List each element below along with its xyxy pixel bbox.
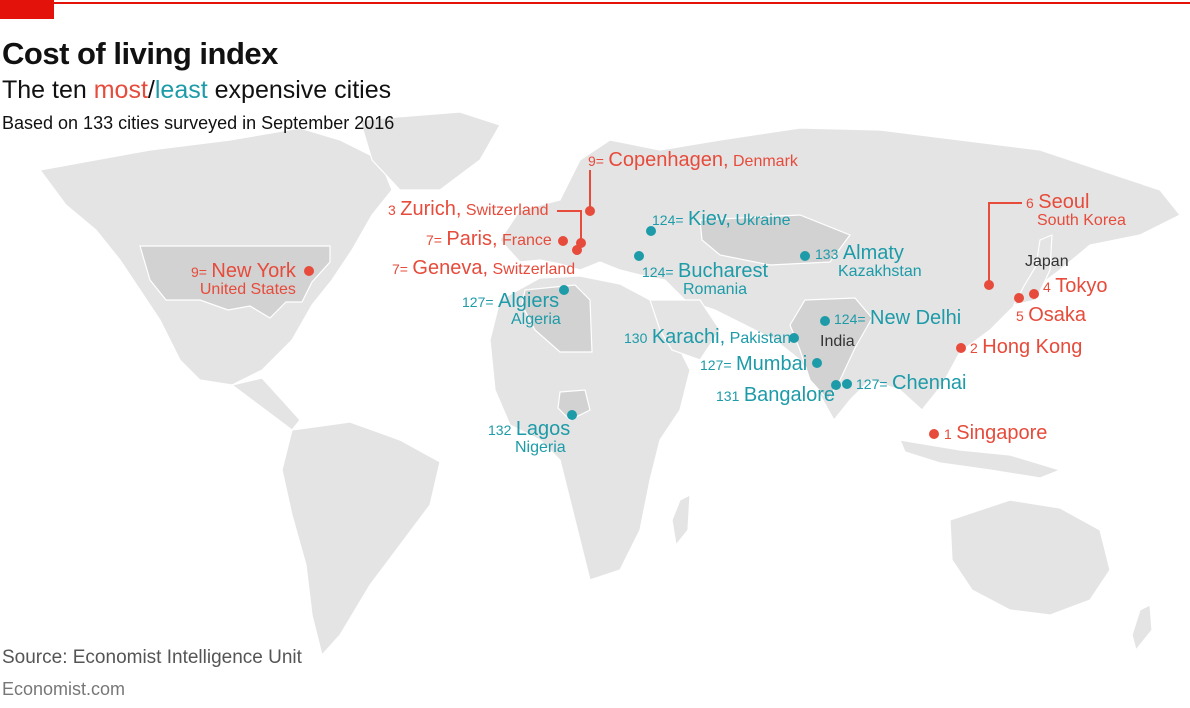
hongkong-label: 2 Hong Kong [970, 336, 1083, 358]
eurasia-landmass [499, 127, 1181, 422]
copenhagen-marker [585, 206, 595, 216]
osaka-marker [1014, 293, 1024, 303]
kazakhstan-highlight [699, 214, 851, 266]
copenhagen-leader-vertical [589, 170, 591, 211]
paris-marker [558, 236, 568, 246]
australia-landmass [949, 499, 1111, 616]
algiers-marker [559, 285, 569, 295]
chennai-label: 127= Chennai [856, 372, 967, 394]
almaty-label: 133 Almaty Kazakhstan [815, 242, 922, 280]
newdelhi-marker [820, 316, 830, 326]
osaka-label: 5 Osaka [1016, 304, 1087, 326]
hongkong-marker [956, 343, 966, 353]
geneva-label: 7= Geneva, Switzerland [392, 257, 576, 279]
bangalore-marker [831, 380, 841, 390]
bucharest-label: 124= Bucharest Romania [642, 260, 769, 298]
chart-subtitle: The ten most/least expensive cities [2, 76, 391, 105]
subtitle-prefix: The ten [2, 76, 94, 104]
africa-landmass [489, 275, 691, 581]
usa-highlight [139, 245, 331, 319]
singapore-marker [929, 429, 939, 439]
source-note: Source: Economist Intelligence Unit [2, 647, 302, 668]
nigeria-highlight [557, 389, 591, 421]
subtitle-least: least [154, 76, 208, 104]
mumbai-marker [812, 358, 822, 368]
subtitle-suffix: expensive cities [207, 76, 392, 104]
seoul-marker [984, 280, 994, 290]
karachi-marker [789, 333, 799, 343]
algiers-label: 127= Algiers Algeria [462, 290, 561, 328]
singapore-label: 1 Singapore [944, 422, 1048, 444]
top-rule [0, 2, 1190, 4]
bucharest-marker [634, 251, 644, 261]
zurich-leader-horizontal [557, 210, 581, 212]
chart-title: Cost of living index [2, 36, 278, 71]
bangalore-label: 131 Bangalore [716, 384, 835, 406]
chart-note: Based on 133 cities surveyed in Septembe… [2, 113, 395, 133]
chennai-marker [842, 379, 852, 389]
tokyo-label: 4 Tokyo [1043, 275, 1108, 297]
new-zealand-landmass [1131, 604, 1153, 652]
paris-label: 7= Paris, France [426, 228, 552, 250]
algeria-highlight [521, 284, 593, 353]
seoul-leader-vertical [988, 202, 990, 284]
copenhagen-label: 9= Copenhagen, Denmark [588, 149, 798, 171]
geneva-marker [572, 245, 582, 255]
almaty-marker [800, 251, 810, 261]
brand-red-tag [0, 0, 54, 19]
india-label: India [820, 333, 855, 350]
mumbai-label: 127= Mumbai [700, 353, 808, 375]
arabia-landmass [649, 299, 721, 361]
lagos-marker [567, 410, 577, 420]
newyork-marker [304, 266, 314, 276]
brand-link[interactable]: Economist.com [2, 679, 126, 699]
subtitle-most: most [93, 76, 148, 104]
greenland-landmass [359, 111, 501, 191]
newdelhi-label: 124= New Delhi [834, 307, 962, 329]
seoul-leader-horizontal [988, 202, 1022, 204]
lagos-label: 132 Lagos Nigeria [488, 418, 571, 456]
japan-label: Japan [1025, 253, 1069, 270]
seoul-label: 6 Seoul South Korea [1026, 191, 1126, 229]
tokyo-marker [1029, 289, 1039, 299]
central-america-landmass [230, 377, 301, 431]
south-america-landmass [281, 421, 441, 657]
zurich-label: 3 Zurich, Switzerland [388, 198, 549, 220]
zurich-leader-vertical [580, 210, 582, 240]
japan-landmass [1012, 234, 1053, 306]
kiev-marker [646, 226, 656, 236]
zurich-marker [576, 238, 586, 248]
karachi-label: 130 Karachi, Pakistan [624, 326, 792, 348]
newyork-label: 9= New York United States [191, 260, 296, 298]
kiev-label: 124= Kiev, Ukraine [652, 208, 791, 230]
subtitle-slash: / [147, 76, 155, 104]
madagascar-landmass [671, 494, 691, 547]
indonesia-landmass [899, 439, 1062, 479]
